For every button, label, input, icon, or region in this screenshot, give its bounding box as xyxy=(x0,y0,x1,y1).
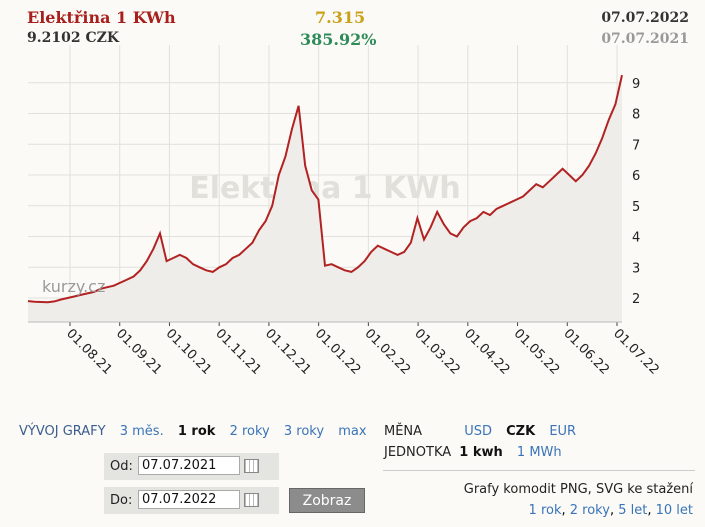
x-tick-label: 01.06.22 xyxy=(560,326,612,378)
x-tick-label: 01.09.21 xyxy=(113,326,165,378)
y-tick-label: 9 xyxy=(632,77,640,92)
download-10-years[interactable]: 10 let xyxy=(655,503,693,518)
price-change: 7.315 xyxy=(315,8,366,27)
date-previous: 07.07.2021 xyxy=(601,31,689,47)
vyvoj-label: VÝVOJ GRAFY xyxy=(19,424,106,439)
mena-label: MĚNA xyxy=(384,424,423,439)
jednotka-label: JEDNOTKA xyxy=(384,445,452,460)
range-max[interactable]: max xyxy=(338,424,367,439)
price-chart: Elektřina 1 KWh kurzy.cz 2 3 4 5 6 7 8 9 01.08.… xyxy=(27,45,662,378)
x-tick-label: 01.05.22 xyxy=(511,326,563,378)
currency-selector: MĚNA USD CZK EUR xyxy=(384,424,586,439)
chart-watermark: Elektřina 1 KWh xyxy=(189,171,461,206)
x-tick-label: 01.01.22 xyxy=(312,326,364,378)
date-to-input[interactable] xyxy=(138,490,240,509)
y-tick-label: 5 xyxy=(632,200,640,215)
x-tick-label: 01.08.21 xyxy=(63,326,115,378)
graphs-download-text: Grafy komodit PNG, SVG ke stažení xyxy=(463,482,693,497)
y-tick-label: 4 xyxy=(632,231,640,246)
show-button[interactable]: Zobraz xyxy=(289,488,365,513)
date-current: 07.07.2022 xyxy=(601,10,689,26)
range-3-years[interactable]: 3 roky xyxy=(283,424,325,439)
date-to-label: Do: xyxy=(110,493,133,508)
date-from-input[interactable] xyxy=(138,456,240,475)
currency-eur[interactable]: EUR xyxy=(549,424,577,439)
y-tick-label: 2 xyxy=(632,292,640,307)
download-5-years[interactable]: 5 let xyxy=(618,503,648,518)
commodity-title: Elektřina 1 KWh xyxy=(27,8,176,27)
currency-usd[interactable]: USD xyxy=(464,424,492,439)
current-price: 9.2102 CZK xyxy=(27,30,119,46)
currency-czk[interactable]: CZK xyxy=(506,424,536,439)
x-tick-label: 01.10.21 xyxy=(163,326,215,378)
series-area xyxy=(28,75,622,322)
unit-1-mwh[interactable]: 1 MWh xyxy=(516,445,562,460)
range-1-year[interactable]: 1 rok xyxy=(177,424,216,439)
range-3-months[interactable]: 3 měs. xyxy=(119,424,164,439)
x-tick-label: 01.12.21 xyxy=(262,326,314,378)
date-from-label: Od: xyxy=(110,459,133,474)
range-selector: VÝVOJ GRAFY 3 měs. 1 rok 2 roky 3 roky m… xyxy=(19,424,377,439)
range-2-years[interactable]: 2 roky xyxy=(229,424,270,439)
download-1-year[interactable]: 1 rok xyxy=(528,503,562,518)
graphs-download-links: 1 rok, 2 roky, 5 let, 10 let xyxy=(528,503,693,518)
date-to-box: Do: xyxy=(104,487,279,514)
kurzy-logo: kurzy.cz xyxy=(42,277,105,296)
x-tick-label: 01.11.21 xyxy=(212,326,264,378)
series-line xyxy=(27,74,623,304)
y-tick-label: 3 xyxy=(632,261,640,276)
x-tick-label: 01.02.22 xyxy=(362,326,414,378)
calendar-icon[interactable] xyxy=(244,459,259,473)
x-tick-label: 01.07.22 xyxy=(610,326,662,378)
date-from-box: Od: xyxy=(104,453,279,480)
x-tick-label: 01.03.22 xyxy=(411,326,463,378)
calendar-icon[interactable] xyxy=(244,493,259,507)
unit-selector: JEDNOTKA 1 kwh 1 MWh xyxy=(384,445,572,460)
y-tick-label: 7 xyxy=(632,138,640,153)
price-change-percent: 385.92% xyxy=(300,30,377,49)
y-tick-label: 6 xyxy=(632,169,640,184)
divider xyxy=(383,470,695,471)
x-tick-label: 01.04.22 xyxy=(461,326,513,378)
download-2-years[interactable]: 2 roky xyxy=(569,503,610,518)
unit-1-kwh[interactable]: 1 kwh xyxy=(459,445,503,460)
y-tick-label: 8 xyxy=(632,108,640,123)
